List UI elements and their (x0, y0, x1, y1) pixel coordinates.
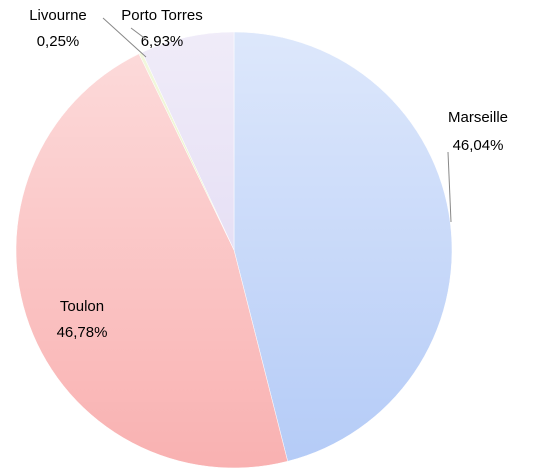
leader-line (447, 151, 452, 223)
slice-value: 6,93% (141, 33, 184, 50)
leader-line (102, 17, 147, 58)
slice-name: Toulon (60, 298, 104, 315)
slice-value: 46,78% (57, 324, 108, 341)
slice-name: Livourne (29, 7, 87, 24)
leader-line (130, 27, 148, 41)
slice-value: 46,04% (453, 137, 504, 154)
slice-name: Marseille (448, 109, 508, 126)
slice-value: 0,25% (37, 33, 80, 50)
slice-name: Porto Torres (121, 7, 202, 24)
